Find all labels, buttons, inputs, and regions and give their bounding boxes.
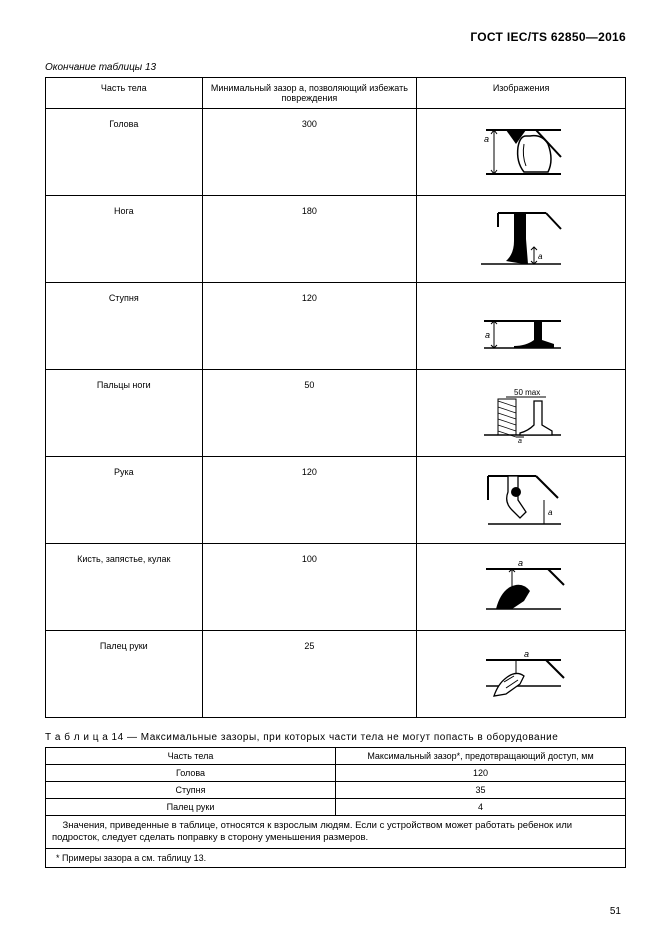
- table-14: Часть тела Максимальный зазор*, предотвр…: [45, 747, 626, 868]
- table13-row: Пальцы ноги50: [46, 370, 626, 457]
- table13-col3-header: Изображения: [417, 78, 626, 109]
- table14-row: Палец руки4: [46, 799, 626, 816]
- table14-header-row: Часть тела Максимальный зазор*, предотвр…: [46, 748, 626, 765]
- table13-header-row: Часть тела Минимальный зазор a, позволяю…: [46, 78, 626, 109]
- diagram-arm-icon: [476, 470, 566, 530]
- table14-row: Голова120: [46, 765, 626, 782]
- table14-part-cell: Ступня: [46, 782, 336, 799]
- table13-value-cell: 120: [202, 457, 417, 544]
- page-number: 51: [610, 906, 621, 917]
- table14-value-cell: 4: [336, 799, 626, 816]
- doc-title: ГОСТ IEC/TS 62850—2016: [45, 30, 626, 44]
- table13-part-cell: Рука: [46, 457, 203, 544]
- table13-col1-header: Часть тела: [46, 78, 203, 109]
- table14-value-cell: 35: [336, 782, 626, 799]
- table13-diagram-cell: [417, 370, 626, 457]
- table13-diagram-cell: [417, 457, 626, 544]
- table13-caption: Окончание таблицы 13: [45, 62, 626, 73]
- table13-row: Рука120: [46, 457, 626, 544]
- diagram-toes-icon: [476, 383, 566, 443]
- diagram-finger-icon: [476, 644, 566, 704]
- table13-value-cell: 50: [202, 370, 417, 457]
- table13-diagram-cell: [417, 631, 626, 718]
- table13-part-cell: Ступня: [46, 283, 203, 370]
- diagram-foot-icon: [476, 296, 566, 356]
- table13-part-cell: Голова: [46, 109, 203, 196]
- table14-value-cell: 120: [336, 765, 626, 782]
- table13-row: Кисть, запястье, кулак100: [46, 544, 626, 631]
- table13-row: Ступня120: [46, 283, 626, 370]
- table13-diagram-cell: [417, 196, 626, 283]
- table13-value-cell: 180: [202, 196, 417, 283]
- table14-footnote: * Примеры зазора a см. таблицу 13.: [46, 848, 626, 867]
- diagram-leg-icon: [476, 209, 566, 269]
- table13-value-cell: 100: [202, 544, 417, 631]
- table13-value-cell: 300: [202, 109, 417, 196]
- table13-part-cell: Палец руки: [46, 631, 203, 718]
- table14-col1-header: Часть тела: [46, 748, 336, 765]
- table13-value-cell: 120: [202, 283, 417, 370]
- table13-row: Нога180: [46, 196, 626, 283]
- table14-col2-header: Максимальный зазор*, предотвращающий дос…: [336, 748, 626, 765]
- diagram-head-icon: [476, 122, 566, 182]
- table14-note: Значения, приведенные в таблице, относят…: [46, 816, 626, 849]
- table14-caption: Т а б л и ц а 14 — Максимальные зазоры, …: [45, 732, 626, 743]
- table13-part-cell: Кисть, запястье, кулак: [46, 544, 203, 631]
- table13-value-cell: 25: [202, 631, 417, 718]
- table14-part-cell: Голова: [46, 765, 336, 782]
- table13-part-cell: Пальцы ноги: [46, 370, 203, 457]
- table13-diagram-cell: [417, 109, 626, 196]
- table13-diagram-cell: [417, 544, 626, 631]
- table14-part-cell: Палец руки: [46, 799, 336, 816]
- table13-diagram-cell: [417, 283, 626, 370]
- table13-part-cell: Нога: [46, 196, 203, 283]
- diagram-wrist-icon: [476, 557, 566, 617]
- table-13: Часть тела Минимальный зазор a, позволяю…: [45, 77, 626, 718]
- table13-col2-header: Минимальный зазор a, позволяющий избежат…: [202, 78, 417, 109]
- table14-row: Ступня35: [46, 782, 626, 799]
- table13-row: Палец руки25: [46, 631, 626, 718]
- table13-row: Голова300: [46, 109, 626, 196]
